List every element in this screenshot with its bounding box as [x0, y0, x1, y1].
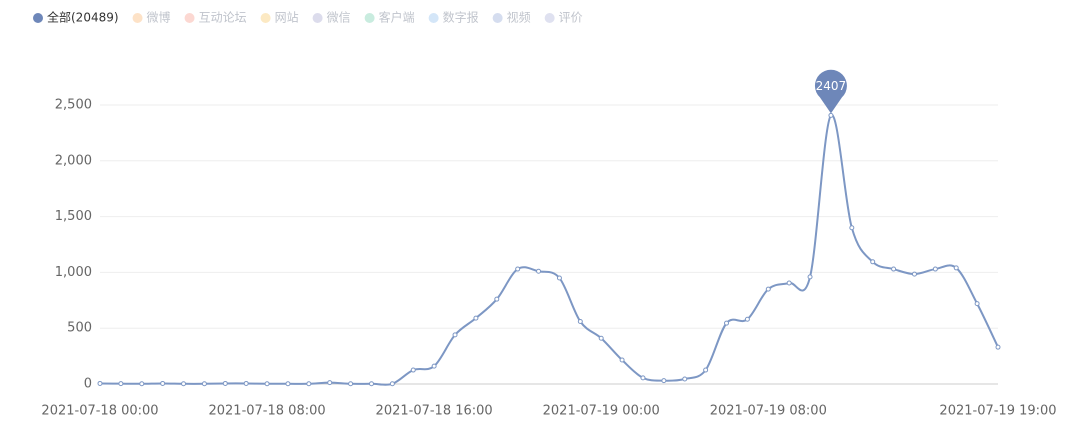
legend-label: 网站 [275, 11, 299, 25]
x-tick-label: 2021-07-19 00:00 [543, 404, 660, 419]
y-tick-label: 500 [67, 321, 92, 336]
point [744, 316, 750, 322]
point [932, 266, 938, 272]
legend-label: 视频 [507, 10, 531, 25]
point [264, 381, 270, 387]
y-tick-label: 1,000 [55, 265, 92, 280]
legend-dot [312, 13, 323, 23]
legend-item[interactable]: 视频 [492, 10, 531, 25]
legend-item[interactable]: 数字报 [428, 10, 479, 25]
point [828, 112, 834, 118]
point [682, 376, 688, 382]
legend-dot [33, 13, 43, 23]
point [327, 380, 333, 386]
legend-dot [260, 13, 271, 23]
legend-label: 微博 [147, 10, 171, 25]
legend-label: 评价 [559, 11, 583, 25]
y-tick-label: 0 [84, 377, 92, 392]
legend-item[interactable]: 微博 [132, 10, 171, 25]
point [703, 367, 709, 373]
point [389, 381, 395, 387]
point [556, 275, 562, 281]
point [619, 357, 625, 363]
point [348, 381, 354, 387]
point [765, 286, 771, 292]
point [494, 296, 500, 302]
point [807, 274, 813, 280]
point [431, 363, 437, 369]
point [285, 381, 291, 387]
legend-dot [544, 13, 555, 23]
legend-item[interactable]: 互动论坛 [184, 11, 247, 25]
point [139, 381, 145, 387]
point [953, 265, 959, 271]
x-tick-label: 2021-07-19 19:00 [939, 404, 1056, 419]
legend-item[interactable]: 客户端 [364, 10, 415, 25]
legend-dot [428, 13, 439, 23]
y-tick-label: 1,500 [55, 209, 92, 224]
line [99, 114, 999, 386]
legend-label: 互动论坛 [199, 11, 247, 25]
legend-dot [132, 13, 143, 23]
point [118, 381, 124, 387]
point [598, 335, 604, 341]
legend-item[interactable]: 网站 [260, 11, 299, 25]
point [640, 375, 646, 381]
point [786, 280, 792, 286]
max-label: 2407 [816, 79, 847, 93]
point [911, 271, 917, 277]
point [536, 268, 542, 274]
point [891, 266, 897, 272]
legend-dot [184, 13, 195, 23]
legend-dot [492, 13, 503, 23]
legend-item[interactable]: 微信 [312, 11, 351, 25]
point [97, 380, 103, 386]
point [661, 378, 667, 384]
point [222, 380, 228, 386]
point [243, 380, 249, 386]
point [515, 266, 521, 272]
point [473, 315, 479, 321]
legend-dot [364, 13, 375, 23]
point [870, 259, 876, 265]
point [181, 381, 187, 387]
point [577, 319, 583, 325]
point [306, 381, 312, 387]
x-tick-label: 2021-07-18 08:00 [208, 404, 325, 419]
point [410, 367, 416, 373]
legend-label: 客户端 [379, 10, 415, 25]
y-tick-label: 2,000 [55, 153, 92, 168]
x-tick-label: 2021-07-19 08:00 [710, 404, 827, 419]
legend-label: 全部(20489) [47, 10, 119, 25]
legend-label: 微信 [327, 11, 351, 25]
point [201, 381, 207, 387]
point [368, 381, 374, 387]
x-tick-label: 2021-07-18 00:00 [41, 404, 158, 419]
legend-item[interactable]: 评价 [544, 11, 583, 25]
point [452, 332, 458, 338]
point [974, 301, 980, 307]
y-tick-label: 2,500 [55, 98, 92, 113]
x-tick-label: 2021-07-18 16:00 [376, 404, 493, 419]
max-pin [814, 69, 847, 114]
point [849, 225, 855, 231]
point [160, 380, 166, 386]
legend-label: 数字报 [443, 10, 479, 25]
legend-item[interactable]: 全部(20489) [33, 10, 119, 25]
point [995, 344, 1001, 350]
point [724, 320, 730, 326]
